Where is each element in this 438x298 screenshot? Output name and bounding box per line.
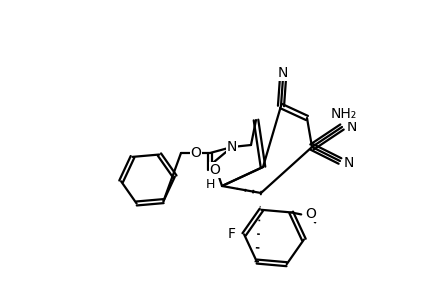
Text: N: N <box>343 156 353 170</box>
Text: F: F <box>228 227 236 241</box>
Text: NH₂: NH₂ <box>330 107 357 121</box>
Text: O: O <box>304 207 315 221</box>
Text: N: N <box>277 66 287 80</box>
Text: H: H <box>205 178 215 190</box>
Text: O: O <box>209 163 220 177</box>
Text: N: N <box>346 120 357 134</box>
Text: O: O <box>190 146 201 160</box>
Text: N: N <box>226 140 237 154</box>
